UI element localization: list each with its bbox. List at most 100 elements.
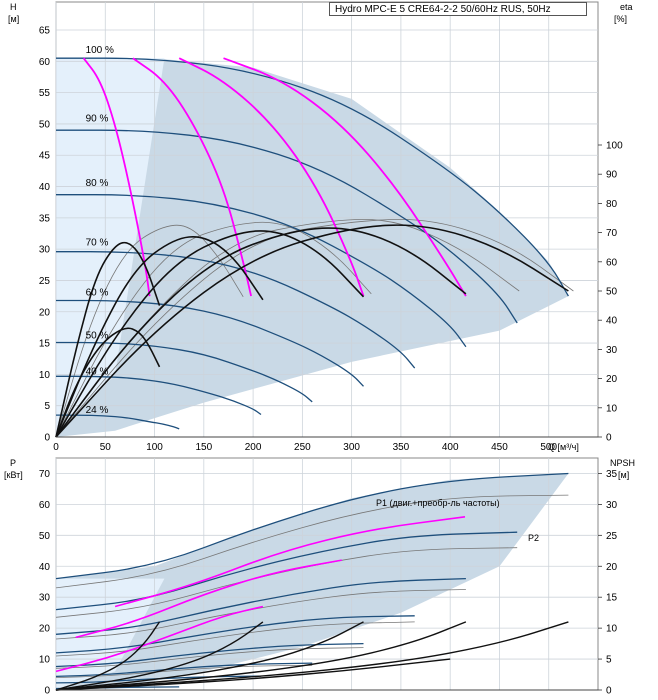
head-y-left-tick-label: 60: [39, 57, 51, 68]
head-x-tick-label: 450: [491, 442, 508, 453]
speed-label: 24 %: [86, 405, 109, 416]
p2-curve: [55, 494, 569, 589]
power-y-left-tick-label: 40: [39, 562, 51, 573]
power-y-left-tick-label: 60: [39, 500, 51, 511]
p1-curve: [55, 615, 415, 654]
power-y-left-tick-label: 30: [39, 593, 51, 604]
efficiency-curve: [55, 227, 467, 438]
npsh-curve: [55, 621, 364, 691]
head-x-tick-label: 400: [442, 442, 459, 453]
head-y-left-tick-label: 5: [44, 401, 50, 412]
head-x-tick-label: 250: [294, 442, 311, 453]
head-x-tick-label: 300: [343, 442, 360, 453]
p1-curve: [55, 531, 518, 611]
speed-label: 60 %: [86, 287, 109, 298]
head-y-left-tick-label: 65: [39, 26, 51, 37]
power-system-curve: [114, 516, 466, 608]
head-y-left-tick-label: 0: [44, 433, 50, 444]
head-y-right-tick-label: 70: [606, 228, 618, 239]
npsh-curve: [55, 621, 569, 691]
p1-curve: [55, 642, 364, 668]
head-y-left-unit: [м]: [8, 14, 19, 24]
efficiency-curve: [55, 327, 161, 438]
npsh-curve: [55, 621, 467, 691]
power-y-left-tick-label: 50: [39, 531, 51, 542]
head-x-tick-label: 150: [195, 442, 212, 453]
head-y-right-tick-label: 100: [606, 141, 623, 152]
power-y-left-tick-label: 10: [39, 655, 51, 666]
p2-label: P2: [528, 533, 539, 543]
npsh-curve: [55, 621, 161, 691]
head-y-left-tick-label: 40: [39, 182, 51, 193]
power-y-left-tick-label: 0: [44, 686, 50, 697]
power-y-left-tick-label: 20: [39, 624, 51, 635]
head-x-tick-label: 350: [393, 442, 410, 453]
speed-label: 50 %: [86, 331, 109, 342]
p1-curve: [55, 577, 466, 635]
efficiency-curve: [55, 224, 569, 438]
thin-efficiency-curve: [55, 224, 244, 438]
npsh-y-right-tick-label: 10: [606, 624, 618, 635]
head-y-right-tick-label: 60: [606, 257, 618, 268]
head-y-left-tick-label: 10: [39, 370, 51, 381]
head-y-left-tick-label: 15: [39, 339, 51, 350]
head-y-left-tick-label: 35: [39, 213, 51, 224]
p2-curve: [55, 647, 364, 669]
head-x-tick-label: 100: [146, 442, 163, 453]
head-y-left-tick-label: 55: [39, 88, 51, 99]
efficiency-curve: [55, 241, 161, 438]
speed-curve: [55, 375, 262, 416]
head-y-right-tick-label: 20: [606, 374, 618, 385]
speed-curve: [56, 129, 518, 324]
speed-label: 40 %: [86, 366, 109, 377]
speed-curve: [55, 414, 180, 430]
p1-curve: [55, 675, 262, 684]
head-y-right-tick-label: 30: [606, 345, 618, 356]
npsh-y-right-name: NPSH: [610, 458, 635, 468]
npsh-y-right-tick-label: 30: [606, 500, 618, 511]
power-y-left-tick-label: 70: [39, 469, 51, 480]
system-curve: [223, 57, 467, 297]
speed-curve: [55, 341, 313, 403]
chart-title: Hydro MPC-E 5 CRE64-2-2 50/60Hz RUS, 50H…: [329, 2, 587, 16]
head-y-right-tick-label: 0: [606, 433, 612, 444]
head-x-tick-label: 50: [100, 442, 112, 453]
head-y-left-tick-label: 30: [39, 245, 51, 256]
speed-curve: [55, 194, 467, 348]
head-x-tick-label: 500: [540, 442, 557, 453]
npsh-y-right-tick-label: 20: [606, 562, 618, 573]
head-y-right-name: eta: [620, 2, 633, 12]
speed-label: 100 %: [86, 45, 114, 56]
speed-curve: [56, 299, 364, 387]
p1-curve: [55, 472, 569, 580]
head-y-right-tick-label: 80: [606, 199, 618, 210]
speed-label: 90 %: [86, 113, 109, 124]
head-operating-envelope: [56, 58, 569, 437]
power-operating-envelope: [56, 473, 569, 690]
npsh-y-right-unit: [м]: [618, 470, 629, 480]
power-system-curve: [55, 605, 264, 673]
npsh-y-right-tick-label: 15: [606, 593, 618, 604]
npsh-y-right-tick-label: 5: [606, 655, 612, 666]
head-y-left-tick-label: 45: [39, 151, 51, 162]
head-y-right-tick-label: 50: [606, 287, 618, 298]
system-curve: [82, 57, 151, 297]
head-y-left-name: H: [10, 2, 17, 12]
head-y-left-tick-label: 50: [39, 119, 51, 130]
p1-label: P1 (двиг.+преобр-ль частоты): [376, 498, 500, 508]
head-y-left-tick-label: 25: [39, 276, 51, 287]
head-x-tick-label: 0: [53, 442, 59, 453]
head-y-right-tick-label: 40: [606, 316, 618, 327]
head-x-axis-label: Q [м³/ч]: [548, 442, 579, 452]
speed-label: 70 %: [86, 237, 109, 248]
power-system-curve: [75, 559, 342, 639]
head-y-right-tick-label: 90: [606, 170, 618, 181]
speed-curve: [56, 57, 569, 297]
npsh-curve: [55, 658, 451, 691]
power-y-left-name: P: [10, 458, 16, 468]
npsh-y-right-tick-label: 25: [606, 531, 618, 542]
p2-curve: [55, 621, 415, 657]
npsh-y-right-tick-label: 0: [606, 686, 612, 697]
head-y-left-tick-label: 20: [39, 307, 51, 318]
